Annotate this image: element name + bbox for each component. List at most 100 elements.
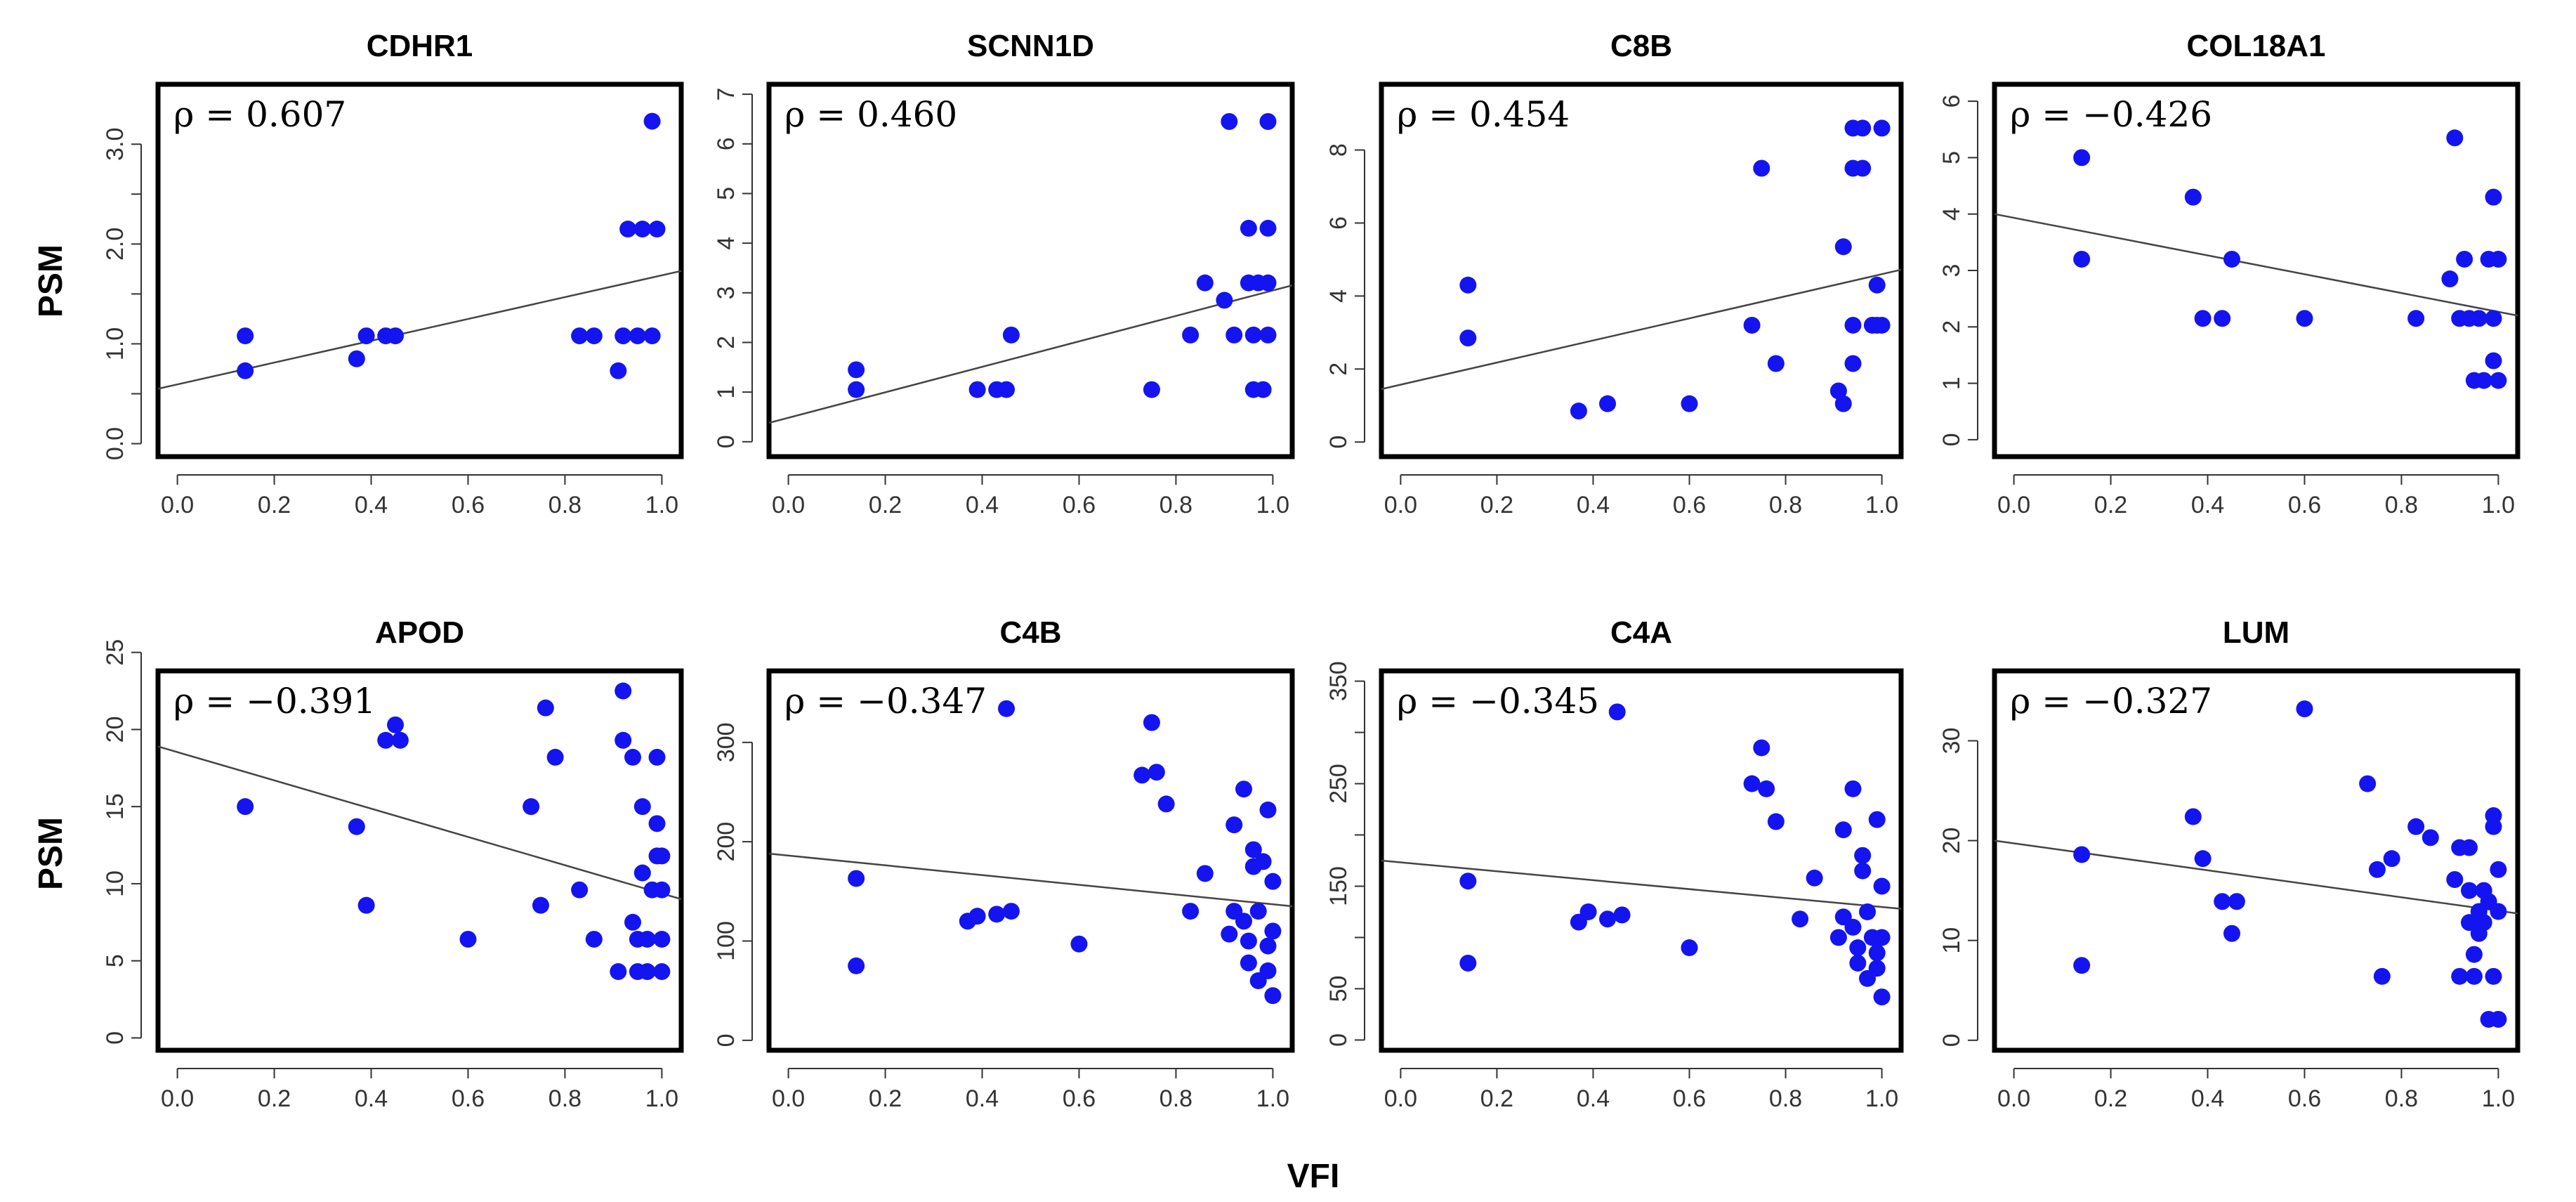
fit-line bbox=[157, 270, 682, 390]
data-point bbox=[1608, 703, 1626, 721]
x-tick-label: 0.4 bbox=[355, 492, 388, 518]
data-point bbox=[2421, 829, 2439, 847]
data-point bbox=[2475, 914, 2492, 932]
data-point bbox=[848, 361, 865, 379]
panel-title: APOD bbox=[375, 615, 464, 650]
y-tick-label: 2 bbox=[1938, 320, 1965, 334]
x-tick-label: 0.0 bbox=[772, 1085, 805, 1112]
x-tick-label: 0.2 bbox=[1480, 492, 1513, 518]
data-point bbox=[1806, 869, 1823, 887]
y-tick-label: 4 bbox=[1938, 207, 1965, 221]
data-point bbox=[624, 748, 642, 766]
data-point bbox=[1758, 780, 1775, 797]
data-point bbox=[2407, 310, 2425, 327]
data-point bbox=[2214, 310, 2231, 327]
data-point bbox=[1868, 960, 1886, 977]
plot-frame bbox=[766, 81, 1295, 459]
y-tick-label: 2 bbox=[1325, 362, 1352, 376]
x-tick-label: 0.8 bbox=[2385, 492, 2418, 518]
x-tick-label: 1.0 bbox=[645, 492, 678, 518]
panel-col18a1: COL18A1 0.0 0.2 0.4 0.6 0.8 1.0 0 1 2 3 4 5 6 ρ = −0.4… bbox=[1938, 29, 2521, 518]
data-point bbox=[1844, 355, 1862, 372]
data-point bbox=[1834, 395, 1852, 412]
data-point bbox=[1249, 903, 1267, 920]
data-point bbox=[653, 963, 671, 981]
panel-title: CDHR1 bbox=[367, 29, 473, 63]
data-point bbox=[546, 748, 564, 766]
data-point bbox=[1259, 326, 1277, 344]
data-point bbox=[1767, 355, 1785, 372]
y-tick-label: 4 bbox=[713, 237, 740, 250]
panel-apod: APOD 0.0 0.2 0.4 0.6 0.8 1.0 0 5 10 15 20 25 ρ = −0.3… bbox=[102, 615, 684, 1112]
x-tick-label: 0.4 bbox=[2191, 492, 2224, 518]
data-point bbox=[2073, 957, 2091, 974]
panel-title: C8B bbox=[1610, 29, 1672, 63]
x-tick-label: 0.0 bbox=[772, 492, 805, 518]
data-point bbox=[2485, 967, 2502, 985]
data-point bbox=[1868, 811, 1886, 828]
data-point bbox=[2296, 310, 2313, 327]
data-point bbox=[1873, 929, 1891, 946]
y-tick-label: 1 bbox=[713, 386, 740, 399]
fit-line bbox=[1381, 268, 1902, 391]
data-point bbox=[1753, 739, 1770, 757]
y-tick-label: 0 bbox=[1325, 1033, 1352, 1047]
data-point bbox=[1254, 381, 1272, 398]
data-point bbox=[571, 881, 589, 899]
panel-c8b: C8B 0.0 0.2 0.4 0.6 0.8 1.0 0 2 4 6 8 ρ = 0.454 bbox=[1325, 29, 1904, 518]
panel-title: C4A bbox=[1610, 615, 1672, 650]
x-tick-label: 0.2 bbox=[258, 492, 291, 518]
data-point bbox=[638, 930, 656, 948]
x-tick-label: 0.2 bbox=[2094, 1085, 2127, 1112]
panel-c4a: C4A 0.0 0.2 0.4 0.6 0.8 1.0 0 50 150 250 350 ρ = −0.… bbox=[1325, 615, 1904, 1112]
data-point bbox=[2223, 250, 2241, 268]
data-point bbox=[1240, 954, 1257, 972]
data-point bbox=[648, 221, 666, 238]
data-point bbox=[1873, 988, 1891, 1006]
plot-frame bbox=[155, 81, 684, 459]
data-point bbox=[638, 963, 656, 981]
y-tick-label: 0.0 bbox=[102, 427, 129, 460]
data-point bbox=[2407, 818, 2425, 835]
data-point bbox=[237, 327, 254, 345]
data-point bbox=[348, 350, 365, 367]
data-point bbox=[1873, 119, 1891, 137]
x-tick-label: 1.0 bbox=[2482, 492, 2515, 518]
data-point bbox=[1459, 954, 1477, 972]
data-point bbox=[2441, 270, 2459, 288]
x-tick-label: 0.4 bbox=[966, 492, 999, 518]
data-point bbox=[2223, 925, 2241, 942]
data-point bbox=[1240, 219, 1257, 237]
y-tick-label: 6 bbox=[713, 137, 740, 150]
y-tick-label: 20 bbox=[1938, 828, 1965, 854]
data-point bbox=[348, 818, 365, 835]
x-tick-label: 0.8 bbox=[548, 492, 581, 518]
y-tick-label: 25 bbox=[102, 639, 129, 666]
y-tick-label: 0 bbox=[1938, 433, 1965, 446]
data-point bbox=[648, 815, 666, 832]
data-point bbox=[1225, 326, 1243, 344]
data-point bbox=[610, 963, 627, 981]
data-point bbox=[1854, 159, 1872, 177]
x-tick-label: 0.8 bbox=[1769, 492, 1802, 518]
rho-annotation: ρ = −0.391 bbox=[173, 681, 376, 721]
rho-annotation: ρ = −0.426 bbox=[2010, 94, 2212, 135]
y-tick-label: 0 bbox=[1938, 1033, 1965, 1047]
y-tick-label: 2 bbox=[713, 336, 740, 349]
x-tick-label: 0.4 bbox=[1577, 1085, 1610, 1112]
data-point bbox=[1849, 954, 1867, 972]
data-point bbox=[585, 930, 603, 948]
data-point bbox=[237, 362, 254, 379]
plot-frame bbox=[1379, 81, 1904, 459]
data-point bbox=[1459, 329, 1477, 347]
data-point bbox=[537, 699, 554, 717]
data-point bbox=[1829, 929, 1847, 946]
data-point bbox=[633, 221, 651, 238]
data-point bbox=[1681, 395, 1698, 412]
x-tick-label: 0.2 bbox=[869, 1085, 902, 1112]
data-point bbox=[653, 930, 671, 948]
x-tick-label: 0.6 bbox=[1063, 1085, 1096, 1112]
data-point bbox=[2475, 372, 2492, 389]
data-point bbox=[1873, 316, 1891, 334]
data-point bbox=[237, 798, 254, 816]
